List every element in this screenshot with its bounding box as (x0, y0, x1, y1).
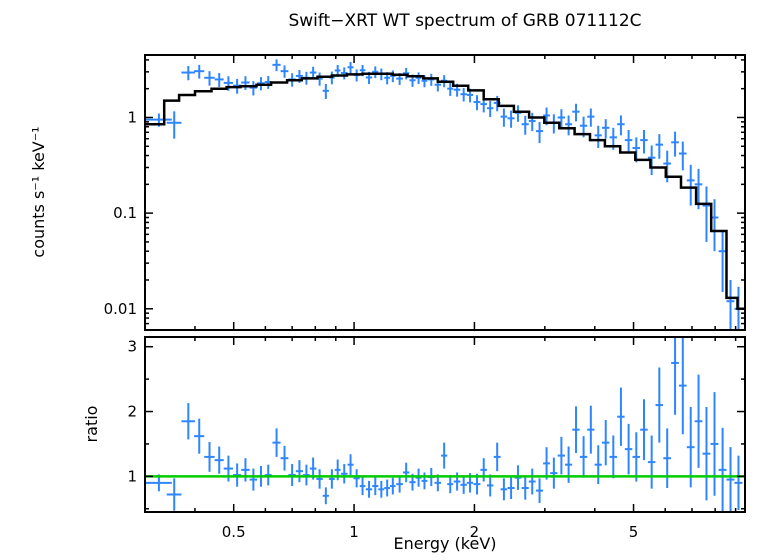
y-axis-label-ratio: ratio (82, 406, 101, 443)
x-axis-label: Energy (keV) (393, 534, 496, 553)
spectrum-data (145, 59, 743, 330)
model-line (145, 72, 745, 311)
y-tick-label: 2 (127, 403, 137, 421)
spectrum-series (145, 59, 745, 330)
y-tick-label: 1 (127, 108, 137, 126)
spectrum-ticks (144, 55, 745, 330)
y-tick-label: 1 (127, 467, 137, 485)
y-axis-label-counts: counts s⁻¹ keV⁻¹ (29, 126, 48, 257)
x-tick-label: 2 (470, 523, 480, 541)
spectrum-panel: 0.01 0.1 1 (104, 54, 746, 331)
ratio-data (145, 337, 743, 512)
y-tick-label: 3 (127, 338, 137, 356)
x-tick-label: 5 (629, 523, 639, 541)
ratio-series (145, 337, 745, 512)
chart-title: Swift−XRT WT spectrum of GRB 071112C (288, 11, 641, 31)
ratio-panel: 1 2 3 0.5 1 2 5 (127, 336, 746, 541)
ratio-ticks (144, 337, 745, 512)
spectrum-frame (144, 54, 746, 331)
y-tick-label: 0.01 (104, 300, 137, 318)
x-tick-label: 1 (349, 523, 359, 541)
ratio-tick-labels: 1 2 3 0.5 1 2 5 (127, 338, 638, 541)
spectrum-tick-labels: 0.01 0.1 1 (104, 108, 137, 317)
x-tick-label: 0.5 (222, 523, 246, 541)
ratio-frame (144, 336, 746, 513)
y-tick-label: 0.1 (113, 204, 137, 222)
